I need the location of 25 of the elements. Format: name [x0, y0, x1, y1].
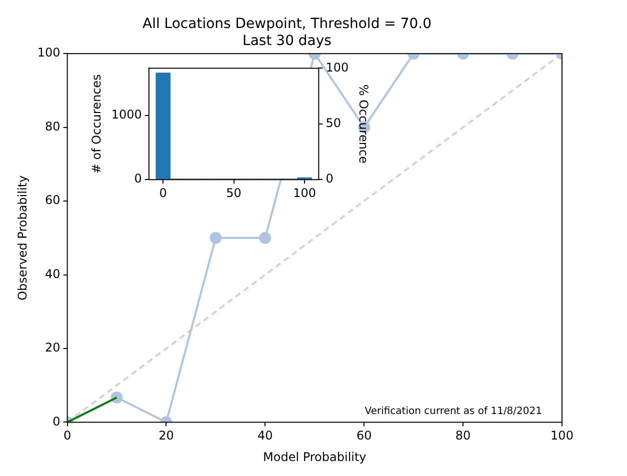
x-tick-label: 60 [356, 428, 372, 443]
y2-axis-title: % Occurence [356, 84, 371, 164]
y-tick-label: 20 [45, 340, 60, 355]
x-tick-label: 80 [455, 428, 471, 443]
x-tick-label: 20 [158, 428, 174, 443]
annotation: Verification current as of 11/8/2021 [364, 406, 542, 417]
y-tick-label: 1000 [111, 108, 142, 122]
chart-title: All Locations Dewpoint, Threshold = 70.0 [142, 16, 432, 32]
y2-tick-label: 100 [326, 60, 349, 74]
y-axis-title: Observed Probability [15, 175, 30, 300]
x-tick-label: 0 [63, 428, 72, 443]
x-tick-label: 40 [258, 428, 273, 443]
y-tick-label: 40 [45, 266, 60, 281]
x-tick-label: 0 [159, 186, 167, 200]
y-tick-label: 0 [52, 414, 60, 428]
x-tick-label: 100 [293, 186, 316, 200]
y2-tick-label: 0 [326, 172, 334, 186]
y-tick-label: 80 [45, 119, 60, 134]
y2-tick-label: 50 [326, 116, 341, 130]
y-axis-title: # of Occurences [89, 74, 104, 174]
x-axis-title: Model Probability [263, 450, 366, 464]
chart-subtitle: Last 30 days [242, 32, 332, 49]
x-tick-label: 50 [226, 186, 242, 200]
y-tick-label: 100 [37, 46, 60, 60]
x-tick-label: 100 [550, 428, 574, 443]
